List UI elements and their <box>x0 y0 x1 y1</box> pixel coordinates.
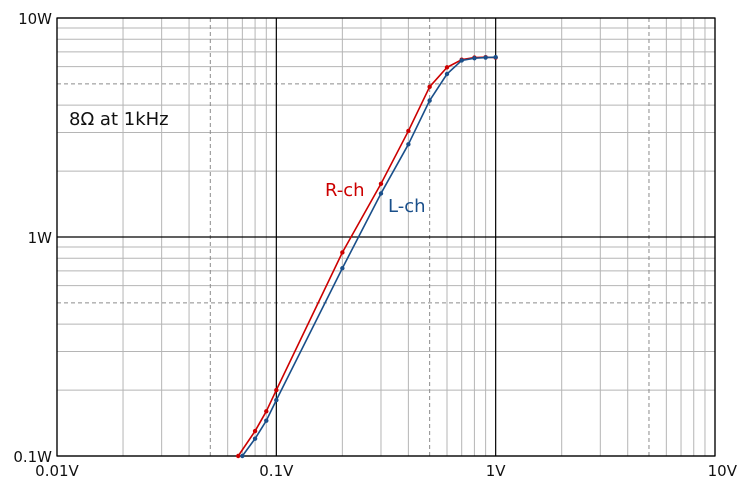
data-point <box>427 84 432 90</box>
y-tick-label: 0.1W <box>13 448 52 466</box>
data-point <box>427 98 432 103</box>
data-point <box>240 453 245 459</box>
data-point <box>444 71 450 77</box>
x-tick-label: 0.01V <box>35 462 79 480</box>
data-point <box>274 387 279 393</box>
data-point <box>472 56 477 61</box>
data-point <box>274 397 279 403</box>
data-point <box>264 418 269 423</box>
data-point <box>378 191 384 196</box>
x-tick-label: 0.1V <box>259 462 294 480</box>
data-point <box>378 181 384 186</box>
y-tick-label: 1W <box>28 229 53 247</box>
data-point <box>252 436 258 441</box>
data-point <box>264 409 269 414</box>
series-layer <box>235 55 498 459</box>
data-point <box>459 58 464 63</box>
data-point <box>406 128 411 134</box>
x-tick-label: 1V <box>486 462 507 480</box>
x-tick-label: 10V <box>708 462 738 480</box>
plot-frame <box>56 17 716 457</box>
y-tick-labels: 0.1W 1W 10W <box>13 10 52 466</box>
data-point <box>483 55 488 60</box>
data-point <box>235 453 241 459</box>
data-point <box>406 142 411 147</box>
data-point <box>493 55 498 60</box>
data-point <box>340 250 345 255</box>
data-point <box>252 428 258 434</box>
series-label-l: L-ch <box>388 196 426 217</box>
x-tick-labels: 0.01V 0.1V 1V 10V <box>35 462 738 480</box>
data-point <box>340 266 345 271</box>
series-label-r: R-ch <box>325 180 365 201</box>
data-point <box>444 65 450 70</box>
chart-annotation: 8Ω at 1kHz <box>69 109 169 130</box>
y-tick-label: 10W <box>18 10 52 28</box>
